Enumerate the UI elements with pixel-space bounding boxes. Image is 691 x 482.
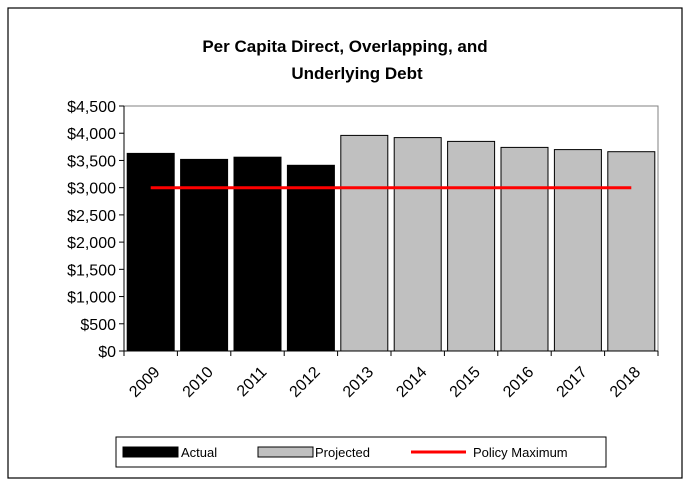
bar-actual-2009 bbox=[126, 152, 175, 352]
y-tick-label: $1,000 bbox=[67, 290, 116, 307]
y-tick-label: $4,000 bbox=[67, 126, 116, 143]
chart-title-line-2: Underlying Debt bbox=[291, 64, 423, 83]
y-tick-label: $500 bbox=[80, 317, 116, 334]
bar-actual-2011 bbox=[233, 156, 282, 352]
legend-label-projected: Projected bbox=[315, 445, 370, 460]
bar-projected-2016 bbox=[500, 146, 549, 352]
y-tick-labels: $0 $500 $1,000 $1,500 $2,000 $2,500 $3,000 $3,5… bbox=[67, 99, 116, 361]
bar-projected-2017 bbox=[553, 149, 602, 352]
axes-layer bbox=[119, 105, 659, 356]
legend: Actual Projected Policy Maximum bbox=[115, 436, 607, 468]
bar-projected-2018 bbox=[607, 151, 656, 352]
y-tick-label: $4,500 bbox=[67, 99, 116, 116]
chart-title-line-1: Per Capita Direct, Overlapping, and bbox=[202, 37, 487, 56]
bar-projected-2014 bbox=[393, 137, 442, 352]
legend-swatch-actual bbox=[122, 446, 179, 458]
bar-actual-2012 bbox=[286, 164, 335, 352]
y-tick-label: $1,500 bbox=[67, 262, 116, 279]
bar-projected-2013 bbox=[340, 134, 389, 352]
y-tick-label: $2,000 bbox=[67, 235, 116, 252]
legend-box bbox=[115, 436, 607, 468]
bar-actual-2010 bbox=[180, 158, 229, 352]
y-tick-label: $0 bbox=[98, 344, 116, 361]
legend-swatch-projected bbox=[257, 446, 314, 458]
bars-layer bbox=[126, 134, 656, 352]
y-tick-label: $2,500 bbox=[67, 208, 116, 225]
y-tick-label: $3,000 bbox=[67, 181, 116, 198]
y-tick-label: $3,500 bbox=[67, 153, 116, 170]
bar-projected-2015 bbox=[447, 140, 496, 352]
legend-label-policy-maximum: Policy Maximum bbox=[473, 445, 568, 460]
legend-label-actual: Actual bbox=[181, 445, 217, 460]
